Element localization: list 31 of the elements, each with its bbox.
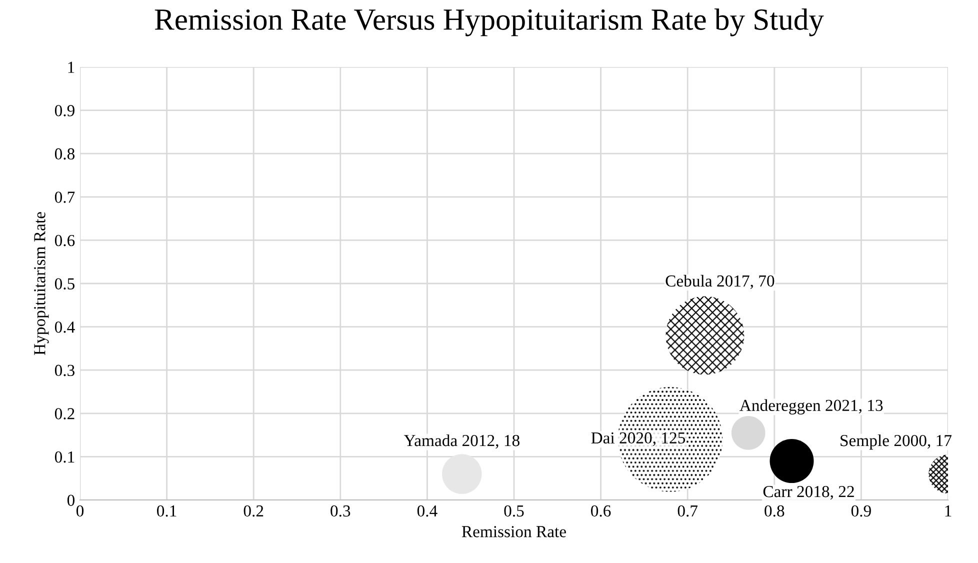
annotation: Andereggen 2021, 13 [740, 399, 883, 414]
annotation: Semple 2000, 17 [840, 434, 952, 450]
x-tick-label: 0.2 [244, 505, 264, 517]
x-tick-label: 1 [945, 505, 952, 516]
chart-title: Remission Rate Versus Hypopituitarism Rate by Study [154, 8, 824, 36]
x-tick-label: 0.1 [157, 505, 176, 517]
y-axis-title: Hypopituitarism Rate [34, 212, 49, 356]
y-tick-label: 1 [68, 62, 74, 73]
y-tick-label: 0.2 [54, 408, 74, 420]
y-tick-label: 0.5 [54, 278, 74, 290]
annotation: Dai 2020, 125 [591, 432, 686, 446]
annotation: Yamada 2012, 18 [404, 434, 520, 449]
x-axis-title: Remission Rate [462, 526, 566, 538]
x-tick-label: 0.3 [330, 505, 350, 517]
y-tick-label: 0.8 [54, 148, 75, 160]
x-tick-label: 0.4 [417, 505, 438, 517]
annotation: Carr 2018, 22 [763, 486, 854, 500]
y-tick-label: 0.1 [54, 451, 74, 463]
annotation: Cebula 2017, 70 [666, 274, 774, 290]
x-tick-label: 0.8 [764, 505, 784, 517]
y-tick-label: 0.7 [54, 192, 75, 203]
x-tick-label: 0.9 [851, 505, 871, 517]
y-tick-label: 0.6 [54, 234, 75, 246]
y-tick-label: 0.4 [54, 322, 75, 333]
y-tick-label: 0 [67, 494, 75, 506]
x-tick-label: 0.6 [591, 505, 611, 517]
x-tick-label: 0 [76, 505, 84, 517]
y-tick-label: 0.3 [54, 364, 74, 376]
x-tick-label: 0.5 [504, 505, 524, 517]
x-tick-label: 0.7 [678, 505, 698, 517]
y-tick-label: 0.9 [54, 105, 74, 116]
